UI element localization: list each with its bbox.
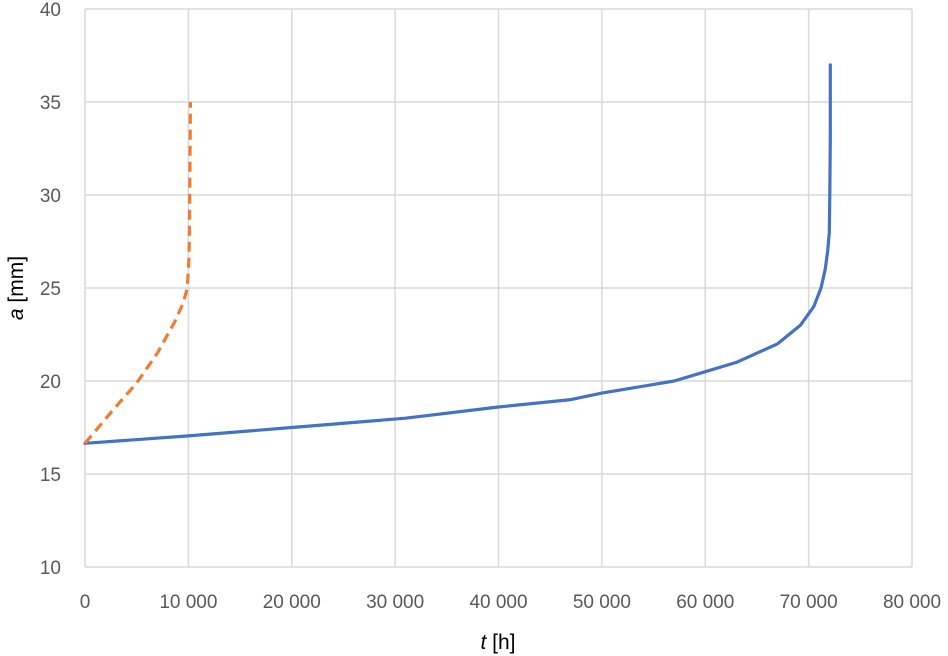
y-tick-label: 15 <box>40 465 61 486</box>
x-tick-label: 40 000 <box>469 592 527 613</box>
series <box>83 63 832 445</box>
x-tick-label: 80 000 <box>883 592 941 613</box>
y-tick-label: 25 <box>40 279 61 300</box>
y-axis-title: a [mm] <box>5 256 28 320</box>
x-tick-label: 10 000 <box>159 592 217 613</box>
x-tick-label: 70 000 <box>780 592 838 613</box>
x-tick-label: 50 000 <box>573 592 631 613</box>
series-line-solid <box>83 63 832 445</box>
tick-labels: 0 10 000 20 000 30 000 40 000 50 000 60 000 70 … <box>40 0 941 613</box>
x-tick-label: 30 000 <box>366 592 424 613</box>
grid <box>84 8 913 568</box>
x-axis-title: t [h] <box>480 631 515 654</box>
y-tick-label: 10 <box>40 558 61 579</box>
x-tick-label: 60 000 <box>676 592 734 613</box>
y-tick-label: 20 <box>40 372 61 393</box>
x-tick-label: 20 000 <box>263 592 321 613</box>
y-tick-label: 30 <box>40 186 61 207</box>
y-tick-label: 40 <box>40 0 61 21</box>
x-tick-label: 0 <box>80 592 91 613</box>
y-tick-label: 35 <box>40 93 61 114</box>
series-line-dashed <box>83 101 192 445</box>
